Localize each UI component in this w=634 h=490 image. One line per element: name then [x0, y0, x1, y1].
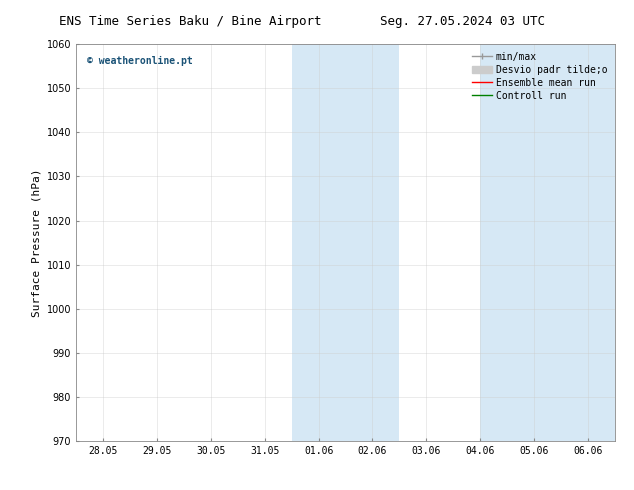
Text: © weatheronline.pt: © weatheronline.pt	[87, 56, 193, 66]
Text: Seg. 27.05.2024 03 UTC: Seg. 27.05.2024 03 UTC	[380, 15, 545, 28]
Bar	[292, 44, 399, 441]
Text: ENS Time Series Baku / Bine Airport: ENS Time Series Baku / Bine Airport	[59, 15, 321, 28]
Y-axis label: Surface Pressure (hPa): Surface Pressure (hPa)	[31, 168, 41, 317]
Bar	[481, 44, 615, 441]
Legend: min/max, Desvio padr tilde;o, Ensemble mean run, Controll run: min/max, Desvio padr tilde;o, Ensemble m…	[469, 49, 610, 103]
